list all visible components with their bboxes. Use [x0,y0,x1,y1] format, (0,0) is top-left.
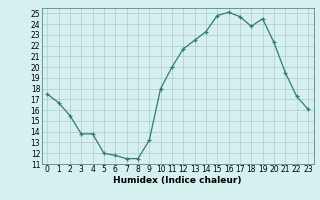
X-axis label: Humidex (Indice chaleur): Humidex (Indice chaleur) [113,176,242,185]
